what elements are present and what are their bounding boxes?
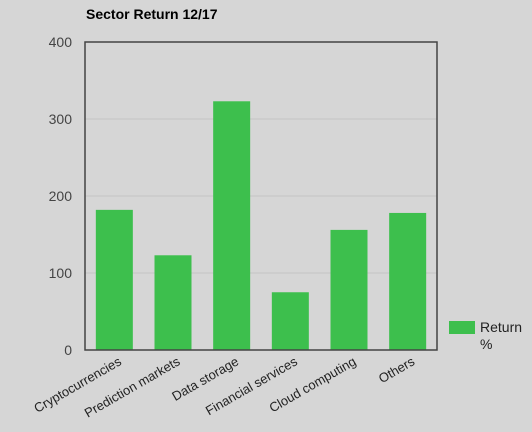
bar [213, 101, 251, 350]
bars [95, 101, 427, 350]
legend-label-line1: Return [480, 319, 522, 335]
y-tick-label: 100 [49, 265, 73, 281]
bar [95, 209, 133, 350]
y-tick-label: 400 [49, 34, 73, 50]
legend-swatch [449, 321, 475, 334]
chart-title: Sector Return 12/17 [86, 6, 218, 22]
y-tick-label: 300 [49, 111, 73, 127]
y-axis-ticks: 0 100 200 300 400 [49, 34, 73, 358]
legend: Return % [449, 319, 522, 352]
legend-label-line2: % [480, 336, 492, 352]
bar [389, 212, 427, 350]
x-category-label: Prediction markets [82, 353, 183, 420]
y-tick-label: 0 [64, 342, 72, 358]
bar [154, 255, 192, 350]
y-tick-label: 200 [49, 188, 73, 204]
bar [271, 292, 309, 350]
plot-frame [84, 41, 438, 351]
bar [330, 229, 368, 350]
x-category-label: Others [376, 353, 418, 386]
grid-lines [85, 118, 437, 274]
